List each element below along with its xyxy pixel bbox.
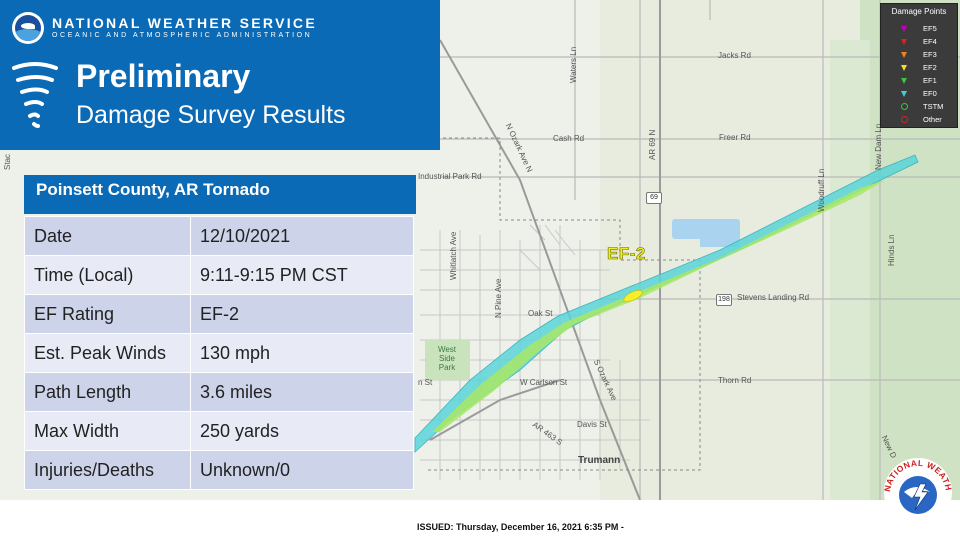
row-label: Date [24, 216, 191, 256]
map-park [425, 340, 470, 380]
row-label: Injuries/Deaths [24, 450, 191, 490]
road-label-whitlatch: Whitlatch Ave [449, 231, 458, 280]
triangle-icon [901, 65, 907, 71]
map-pond [672, 219, 740, 239]
highway-shield-69: 69 [646, 192, 662, 204]
row-value: Unknown/0 [190, 450, 414, 490]
tornado-icon [12, 62, 58, 128]
road-label-carlson-left: n St [418, 378, 433, 387]
road-label-ar69: AR 69 N [648, 129, 657, 160]
triangle-icon [901, 91, 907, 97]
road-label-industrial: Industrial Park Rd [418, 172, 482, 181]
agency-name: NATIONAL WEATHER SERVICE [52, 15, 317, 31]
map-canvas [414, 0, 960, 500]
event-heading: Poinsett County, AR Tornado [24, 175, 416, 214]
row-value: 12/10/2021 [190, 216, 414, 256]
road-label-oak: Oak St [528, 309, 553, 318]
agency-subtitle: OCEANIC AND ATMOSPHERIC ADMINISTRATION [52, 32, 313, 39]
ef-rating-map-label: EF-2 [607, 244, 646, 264]
road-label-jacks: Jacks Rd [718, 51, 751, 60]
triangle-icon [901, 39, 907, 45]
road-label-woodruff: Woodruff Ln [817, 168, 826, 212]
row-value: 250 yards [190, 411, 414, 451]
table-row: Max Width 250 yards [24, 411, 414, 451]
road-label-stevens: Stevens Landing Rd [737, 293, 810, 302]
road-label-thorn: Thorn Rd [718, 376, 752, 385]
road-label-freer: Freer Rd [719, 133, 751, 142]
row-value: 3.6 miles [190, 372, 414, 412]
road-label-davis: Davis St [577, 420, 607, 429]
nws-seal-icon: NATIONAL WEATHER SERVICE [880, 442, 953, 526]
page-title: Preliminary [76, 58, 251, 94]
table-row: Time (Local) 9:11-9:15 PM CST [24, 255, 414, 295]
page-subtitle: Damage Survey Results [76, 101, 346, 129]
map-pond-2 [700, 237, 740, 247]
map-local-roads [440, 0, 960, 500]
table-row: Date 12/10/2021 [24, 216, 414, 256]
issued-timestamp: ISSUED: Thursday, December 16, 2021 6:35… [417, 522, 624, 532]
circle-icon [901, 116, 908, 123]
row-value: 130 mph [190, 333, 414, 373]
road-label-waters: Waters Ln [569, 46, 578, 83]
event-info-panel: Poinsett County, AR Tornado Date 12/10/2… [24, 175, 416, 490]
map-city-limits [425, 137, 701, 471]
row-label: Path Length [24, 372, 191, 412]
row-label: Time (Local) [24, 255, 191, 295]
map-forest-edge [830, 40, 870, 500]
table-row: Path Length 3.6 miles [24, 372, 414, 412]
road-label-newdam: New Dam Ln [874, 123, 883, 170]
circle-icon [901, 103, 908, 110]
triangle-icon [901, 26, 907, 32]
road-label-carlson: W Carlson St [520, 378, 568, 387]
road-label-cash: Cash Rd [553, 134, 585, 143]
triangle-icon [901, 78, 907, 84]
highway-shield-198: 198 [716, 294, 732, 306]
row-label: Max Width [24, 411, 191, 451]
header-banner: NATIONAL WEATHER SERVICE OCEANIC AND ATM… [0, 0, 440, 150]
damage-points-legend: Damage Points EF5 EF4 EF3 EF2 EF1 EF0 TS… [880, 3, 958, 128]
map-major-roads [429, 0, 661, 500]
event-details-table: Date 12/10/2021 Time (Local) 9:11-9:15 P… [24, 216, 414, 490]
noaa-logo-icon [12, 12, 44, 44]
row-label: Est. Peak Winds [24, 333, 191, 373]
triangle-icon [901, 52, 907, 58]
road-label-stac: Stac [3, 153, 12, 170]
row-value: EF-2 [190, 294, 414, 334]
table-row: Est. Peak Winds 130 mph [24, 333, 414, 373]
table-row: EF Rating EF-2 [24, 294, 414, 334]
row-value: 9:11-9:15 PM CST [190, 255, 414, 295]
town-label: Trumann [578, 455, 621, 466]
road-label-hinds: Hinds Ln [887, 234, 896, 266]
road-label-pine: N Pine Ave [494, 278, 503, 318]
ef2-damage-swath [623, 290, 643, 302]
row-label: EF Rating [24, 294, 191, 334]
table-row: Injuries/Deaths Unknown/0 [24, 450, 414, 490]
legend-title: Damage Points [891, 7, 947, 16]
park-label: West Side Park [437, 345, 457, 372]
